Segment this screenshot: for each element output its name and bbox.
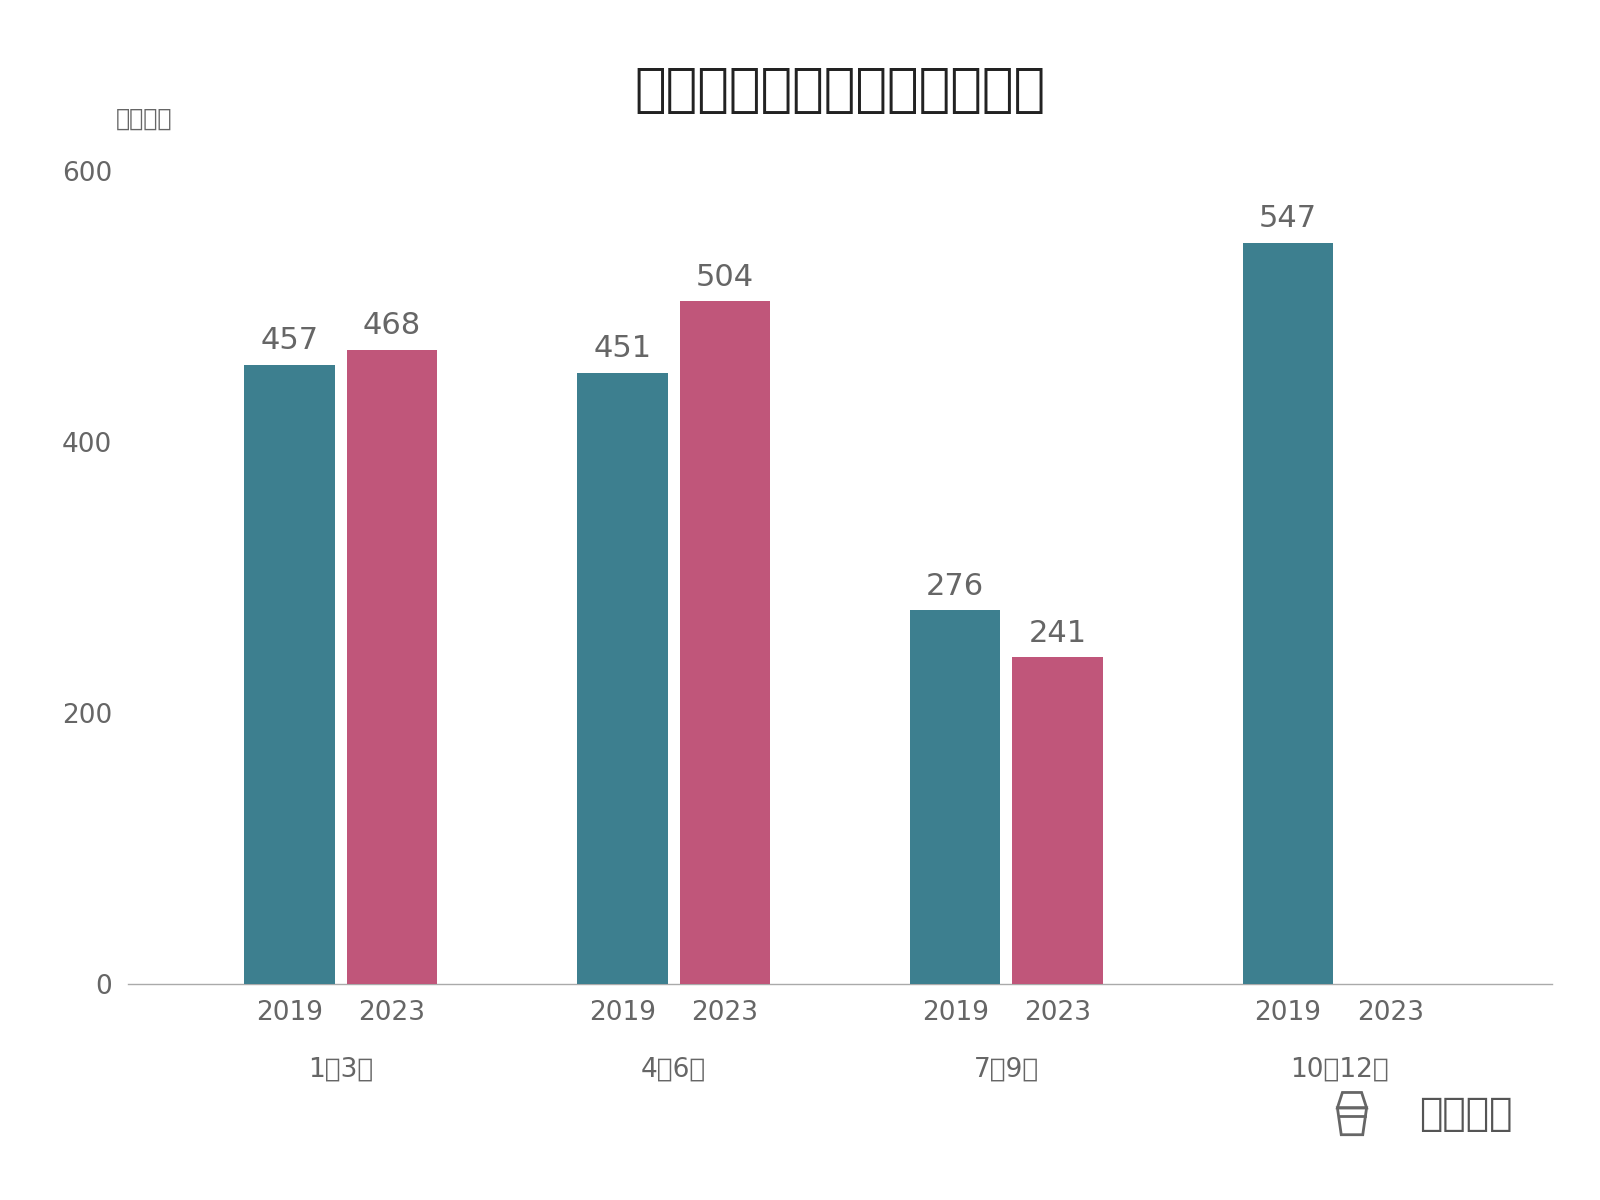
- Text: 457: 457: [261, 326, 318, 355]
- Bar: [680, 301, 770, 984]
- Text: 1～3月: 1～3月: [309, 1056, 373, 1082]
- Bar: [347, 350, 437, 984]
- Bar: [1013, 658, 1102, 984]
- Bar: [1243, 242, 1333, 984]
- Bar: [245, 365, 334, 984]
- Text: 451: 451: [594, 335, 651, 364]
- Text: 10～12月: 10～12月: [1290, 1056, 1389, 1082]
- Text: 468: 468: [363, 312, 421, 341]
- Text: 276: 276: [926, 571, 984, 600]
- Bar: [578, 373, 667, 984]
- Bar: [910, 610, 1000, 984]
- Text: 504: 504: [696, 263, 754, 292]
- Text: 7～9月: 7～9月: [974, 1056, 1038, 1082]
- Text: 241: 241: [1029, 619, 1086, 648]
- Text: 訪日ラボ: 訪日ラボ: [1419, 1094, 1512, 1133]
- Text: （億円）: （億円）: [117, 107, 173, 131]
- Text: 4～6月: 4～6月: [642, 1056, 706, 1082]
- Title: 訪日タイ人旅行消費額の推移: 訪日タイ人旅行消費額の推移: [635, 64, 1045, 116]
- Text: 547: 547: [1259, 204, 1317, 234]
